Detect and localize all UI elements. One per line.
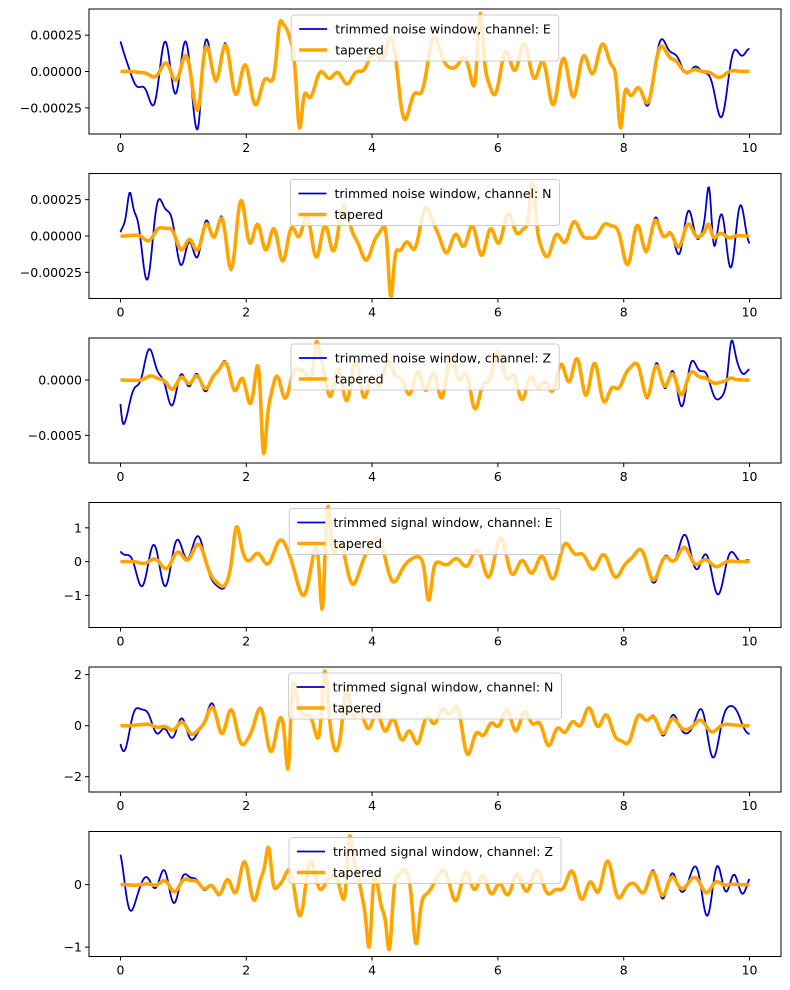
y-tick-label: 0 — [74, 877, 82, 892]
subplot-3: 0 2 4 6 8 10 −0.0005 0.0000 trimmed noise window… — [28, 337, 782, 484]
legend-label-raw: trimmed signal window, channel: N — [333, 680, 554, 695]
subplot-1: 0 2 4 6 8 10 −0.00025 0.00000 0.00025 trimmed noi… — [20, 8, 782, 155]
y-tick-label: 0 — [74, 554, 82, 569]
x-tick-label: 10 — [742, 305, 758, 320]
y-tick-label: −0.00025 — [20, 100, 82, 115]
legend-box — [288, 508, 562, 555]
axes-frame — [88, 831, 782, 957]
x-tick-label: 4 — [368, 798, 376, 813]
x-tick-label: 4 — [368, 140, 376, 155]
legend-label-raw: trimmed signal window, channel: E — [333, 515, 552, 530]
axes-frame — [88, 666, 782, 793]
legend: trimmed signal window, channel: N tapered — [288, 672, 562, 720]
x-tick-label: 4 — [368, 963, 376, 978]
axes-frame — [88, 337, 782, 464]
x-tick-label: 10 — [742, 798, 758, 813]
x-tick-label: 0 — [116, 798, 124, 813]
y-tick-label: 0.00025 — [30, 192, 82, 207]
subplot-5: 0 2 4 6 8 10 −2 0 2 trimmed signal window, channe… — [64, 666, 782, 813]
x-tick-label: 10 — [742, 140, 758, 155]
y-tick-label: 0.00000 — [30, 64, 82, 79]
x-tick-label: 0 — [116, 634, 124, 649]
x-tick-label: 2 — [242, 963, 250, 978]
legend: trimmed noise window, channel: Z tapered — [290, 343, 560, 391]
legend-label-raw: trimmed noise window, channel: N — [334, 186, 551, 201]
legend-label-raw: trimmed signal window, channel: Z — [333, 844, 553, 859]
x-tick-label: 10 — [742, 469, 758, 484]
series-line-tapered — [119, 504, 751, 611]
y-tick-label: −2 — [64, 769, 82, 784]
subplot-2: 0 2 4 6 8 10 −0.00025 0.00000 0.00025 trimmed noi… — [20, 173, 782, 320]
x-tick-label: 8 — [620, 140, 628, 155]
y-tick-label: −0.0005 — [28, 428, 82, 443]
legend-label-raw: trimmed noise window, channel: E — [335, 22, 551, 37]
y-tick-label: 1 — [74, 520, 82, 535]
x-tick-label: 6 — [494, 305, 502, 320]
x-tick-label: 6 — [494, 798, 502, 813]
x-tick-label: 8 — [620, 798, 628, 813]
legend-label-tapered: tapered — [335, 372, 384, 387]
y-tick-label: 2 — [74, 667, 82, 682]
x-tick-label: 10 — [742, 634, 758, 649]
subplot-4: 0 2 4 6 8 10 −1 0 1 trimmed signal window, channe… — [64, 502, 782, 649]
series-line-tapered — [119, 669, 751, 771]
y-tick-label: 0.00025 — [30, 28, 82, 43]
legend: trimmed noise window, channel: E tapered — [290, 14, 560, 62]
y-tick-label: 0.0000 — [38, 373, 82, 388]
legend-box — [288, 672, 562, 720]
legend-label-raw: trimmed noise window, channel: Z — [335, 351, 551, 366]
legend-box — [290, 14, 560, 62]
subplot-6: 0 2 4 6 8 10 −1 0 trimmed signal window, channel… — [64, 831, 782, 978]
x-tick-label: 8 — [620, 469, 628, 484]
y-tick-label: 0 — [74, 718, 82, 733]
x-tick-label: 4 — [368, 305, 376, 320]
legend-box — [290, 343, 560, 391]
x-tick-label: 0 — [116, 305, 124, 320]
x-tick-label: 2 — [242, 469, 250, 484]
x-tick-label: 6 — [494, 963, 502, 978]
legend: trimmed signal window, channel: Z tapered — [288, 837, 562, 884]
x-tick-label: 2 — [242, 634, 250, 649]
x-tick-label: 8 — [620, 634, 628, 649]
x-tick-label: 2 — [242, 798, 250, 813]
x-tick-label: 0 — [116, 469, 124, 484]
legend-label-tapered: tapered — [333, 701, 382, 716]
x-tick-label: 8 — [620, 305, 628, 320]
y-tick-label: −1 — [64, 588, 82, 603]
x-tick-label: 2 — [242, 140, 250, 155]
legend-box — [289, 179, 561, 226]
series-line-tapered — [119, 180, 751, 299]
legend: trimmed signal window, channel: E tapered — [288, 508, 562, 555]
x-tick-label: 4 — [368, 634, 376, 649]
legend: trimmed noise window, channel: N tapered — [289, 179, 561, 226]
x-tick-label: 0 — [116, 140, 124, 155]
legend-label-tapered: tapered — [333, 865, 382, 880]
y-tick-label: 0.00000 — [30, 229, 82, 244]
legend-label-tapered: tapered — [334, 207, 383, 222]
x-tick-label: 2 — [242, 305, 250, 320]
legend-box — [288, 837, 562, 884]
x-tick-label: 6 — [494, 469, 502, 484]
legend-label-tapered: tapered — [335, 43, 384, 58]
x-tick-label: 10 — [742, 963, 758, 978]
y-tick-label: −1 — [64, 940, 82, 955]
x-tick-label: 8 — [620, 963, 628, 978]
axes-frame — [88, 502, 782, 628]
x-tick-label: 4 — [368, 469, 376, 484]
x-tick-label: 0 — [116, 963, 124, 978]
legend-label-tapered: tapered — [333, 536, 382, 551]
y-tick-label: −0.00025 — [20, 265, 82, 280]
x-tick-label: 6 — [494, 140, 502, 155]
x-tick-label: 6 — [494, 634, 502, 649]
